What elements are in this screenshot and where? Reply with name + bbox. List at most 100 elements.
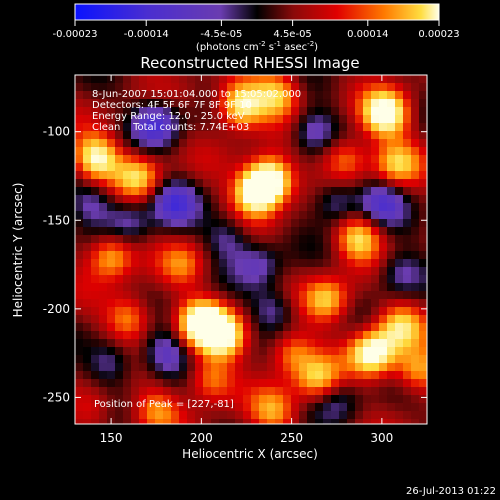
heatmap-cell <box>123 419 132 425</box>
heatmap-cell <box>195 275 204 284</box>
heatmap-cell <box>171 83 180 92</box>
heatmap-cell <box>275 251 284 260</box>
heatmap-cell <box>347 339 356 348</box>
heatmap-cell <box>243 123 252 132</box>
heatmap-cell <box>211 163 220 172</box>
heatmap-cell <box>275 211 284 220</box>
heatmap-cell <box>315 411 324 420</box>
heatmap-cell <box>355 275 364 284</box>
heatmap-cell <box>347 211 356 220</box>
heatmap-cell <box>363 123 372 132</box>
heatmap-cell <box>379 363 388 372</box>
heatmap-cell <box>347 75 356 84</box>
heatmap-cell <box>219 115 228 124</box>
heatmap-cell <box>203 411 212 420</box>
heatmap-cell <box>251 291 260 300</box>
heatmap-cell <box>139 307 148 316</box>
heatmap-cell <box>387 99 396 108</box>
heatmap-cell <box>299 83 308 92</box>
heatmap-cell <box>291 347 300 356</box>
heatmap-cell <box>315 147 324 156</box>
heatmap-cell <box>363 131 372 140</box>
heatmap-cell <box>227 195 236 204</box>
heatmap-cell <box>91 203 100 212</box>
y-axis-ticks: -100-150-200-250 <box>43 125 427 404</box>
heatmap-cell <box>187 355 196 364</box>
heatmap-cell <box>339 259 348 268</box>
heatmap-cell <box>243 179 252 188</box>
heatmap-cell <box>171 339 180 348</box>
heatmap-cell <box>291 91 300 100</box>
heatmap-cell <box>267 283 276 292</box>
heatmap-cell <box>123 179 132 188</box>
heatmap-cell <box>323 387 332 396</box>
heatmap-cell <box>259 379 268 388</box>
heatmap-cell <box>227 83 236 92</box>
heatmap-cell <box>147 131 156 140</box>
heatmap-cell <box>291 147 300 156</box>
heatmap-cell <box>195 267 204 276</box>
heatmap-cell <box>75 115 84 124</box>
heatmap-cell <box>411 251 420 260</box>
heatmap-cell <box>267 379 276 388</box>
heatmap-cell <box>331 179 340 188</box>
heatmap-cell <box>123 243 132 252</box>
heatmap-cell <box>331 275 340 284</box>
heatmap-cell <box>339 211 348 220</box>
heatmap-cell <box>411 75 420 84</box>
heatmap-cell <box>283 179 292 188</box>
heatmap-cell <box>99 243 108 252</box>
heatmap-cell <box>99 355 108 364</box>
colorbar-tick-label: 0.00014 <box>347 29 388 40</box>
heatmap-cell <box>147 403 156 412</box>
heatmap-cell <box>115 235 124 244</box>
heatmap-cell <box>235 155 244 164</box>
heatmap-cell <box>331 339 340 348</box>
heatmap-cell <box>251 299 260 308</box>
heatmap-cell <box>155 291 164 300</box>
heatmap-cell <box>243 147 252 156</box>
heatmap-cell <box>235 315 244 324</box>
heatmap-cell <box>99 195 108 204</box>
heatmap-cell <box>171 115 180 124</box>
heatmap-cell <box>363 195 372 204</box>
heatmap-cell <box>163 403 172 412</box>
heatmap-cell <box>299 171 308 180</box>
heatmap-cell <box>219 235 228 244</box>
heatmap-cell <box>283 75 292 84</box>
heatmap-cell <box>171 275 180 284</box>
heatmap-cell <box>115 227 124 236</box>
heatmap-cell <box>235 203 244 212</box>
heatmap-cell <box>419 387 428 396</box>
heatmap-cell <box>387 251 396 260</box>
heatmap-cell <box>379 403 388 412</box>
heatmap-cell <box>307 363 316 372</box>
heatmap-cell <box>83 155 92 164</box>
heatmap-cell <box>339 315 348 324</box>
heatmap-cell <box>171 291 180 300</box>
heatmap-cell <box>307 355 316 364</box>
heatmap-cell <box>395 323 404 332</box>
heatmap-cell <box>403 83 412 92</box>
colorbar-tick-label: -4.5e-05 <box>200 29 242 40</box>
heatmap-cell <box>315 123 324 132</box>
heatmap-cell <box>179 115 188 124</box>
heatmap-cell <box>227 403 236 412</box>
heatmap-cell <box>203 179 212 188</box>
heatmap-cell <box>299 187 308 196</box>
heatmap-cell <box>275 219 284 228</box>
heatmap-cell <box>179 243 188 252</box>
heatmap-cell <box>379 203 388 212</box>
heatmap-cell <box>155 251 164 260</box>
heatmap-cell <box>339 299 348 308</box>
heatmap-cell <box>323 203 332 212</box>
heatmap-cell <box>115 179 124 188</box>
heatmap-cell <box>267 235 276 244</box>
heatmap-cell <box>195 419 204 425</box>
heatmap-cell <box>395 259 404 268</box>
heatmap-cell <box>187 235 196 244</box>
heatmap-cell <box>115 275 124 284</box>
heatmap-cell <box>123 267 132 276</box>
heatmap-cell <box>163 395 172 404</box>
heatmap-cell <box>283 123 292 132</box>
